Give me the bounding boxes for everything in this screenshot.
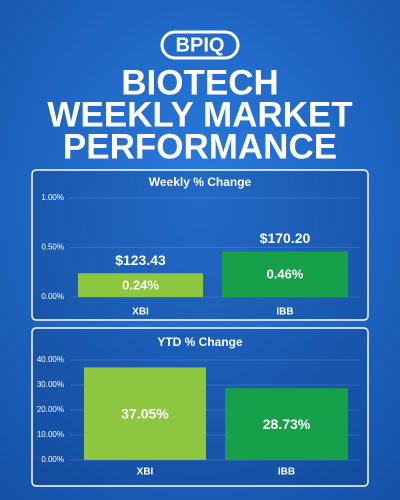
title-line: PERFORMANCE [63,127,337,166]
bar [84,367,206,460]
bar [222,251,348,297]
y-tick-label: 10.00% [37,430,64,439]
y-tick-label: 1.00% [41,193,64,202]
logo: BPIQ [176,34,225,56]
price-label: $123.43 [115,252,166,268]
x-tick-label: XBI [137,467,154,478]
y-tick-label: 40.00% [37,355,64,364]
value-label: 0.24% [122,278,159,293]
logo-frame [160,30,240,60]
y-tick-label: 0.00% [41,455,64,464]
value-label: 0.46% [267,267,304,282]
chart-title: Weekly % Change [149,175,252,189]
value-label: 37.05% [121,405,169,421]
x-tick-label: IBB [278,467,295,478]
y-tick-label: 30.00% [37,380,64,389]
chart-title: YTD % Change [157,335,243,349]
y-tick-label: 0.50% [41,243,64,252]
bar [78,273,203,297]
y-tick-label: 20.00% [37,405,64,414]
price-label: $170.20 [260,230,311,246]
bar [225,388,348,460]
title-line: BIOTECH [121,63,279,102]
x-tick-label: XBI [132,307,149,318]
value-label: 28.73% [263,416,311,432]
y-tick-label: 0.00% [41,292,64,301]
title-line: WEEKLY MARKET [47,95,352,134]
x-tick-label: IBB [276,307,293,318]
